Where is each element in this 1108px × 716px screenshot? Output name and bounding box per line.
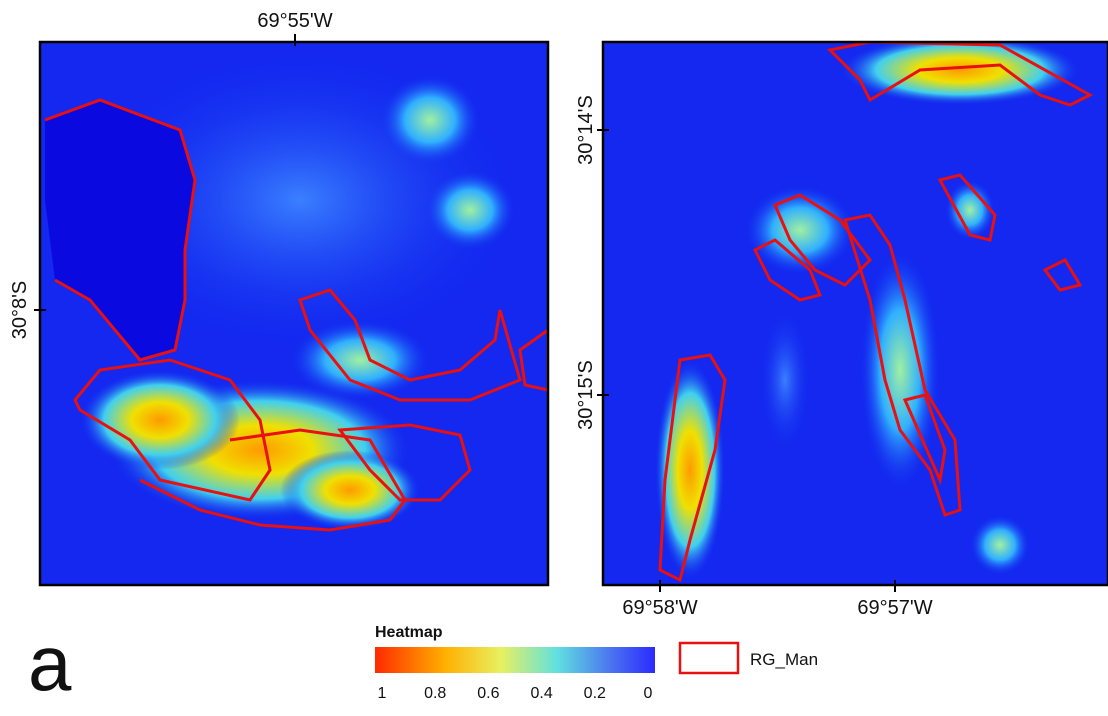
longitude-label: 69°57'W: [857, 597, 932, 619]
legend-label: RG_Man: [750, 650, 818, 669]
legend-title: Heatmap: [375, 624, 443, 641]
latitude-label: 30°14'S: [575, 95, 597, 165]
latitude-label: 30°15'S: [575, 360, 597, 430]
colorbar-tick-label: 0.8: [424, 685, 446, 702]
colorbar: [375, 647, 655, 673]
colorbar-tick-label: 0: [644, 685, 653, 702]
colorbar-tick-label: 1: [378, 685, 387, 702]
outline-swatch: [680, 643, 738, 673]
left-map: [40, 42, 548, 585]
colorbar-tick-label: 0.4: [530, 685, 552, 702]
colorbar-tick-label: 0.2: [584, 685, 606, 702]
panel-letter: a: [28, 619, 72, 707]
right-map: [603, 35, 1108, 585]
figure: 69°55'W 30°8'S 30°14'S 30°15'S 69°58'W 6…: [0, 0, 1108, 711]
latitude-label: 30°8'S: [9, 281, 31, 340]
colorbar-tick-label: 0.6: [477, 685, 499, 702]
longitude-label: 69°58'W: [622, 597, 697, 619]
longitude-label: 69°55'W: [257, 10, 332, 32]
